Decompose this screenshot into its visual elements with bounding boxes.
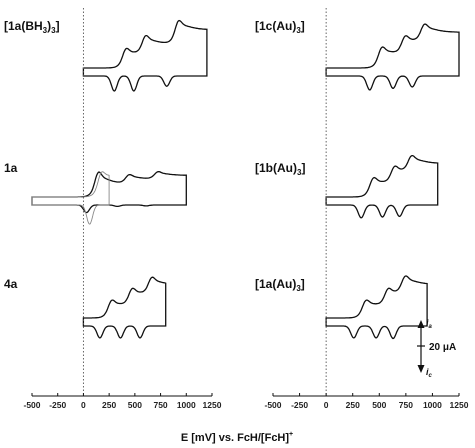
- panel-label-part: 1a: [4, 161, 18, 175]
- scale-bar-down-arrow: [417, 365, 425, 373]
- panel-label-part: 3: [297, 168, 302, 177]
- x-tick-label: 250: [346, 400, 360, 410]
- x-tick-label: 1250: [450, 400, 469, 410]
- panel-label-part: [1c(Au): [255, 19, 296, 33]
- panel-label-part: 3: [296, 284, 301, 293]
- scale-bar-up-arrow: [417, 320, 425, 328]
- x-tick-label: -250: [291, 400, 308, 410]
- cv-curve-right-top-0: [325, 23, 460, 91]
- scale-bar-cathodic-label: ic: [426, 367, 433, 379]
- x-tick-label: 0: [324, 400, 329, 410]
- panel-label-part: ]: [301, 19, 305, 33]
- cv-curve-right-middle-0: [325, 154, 439, 219]
- x-tick-label: 1000: [423, 400, 442, 410]
- panel-label-right-middle: [1b(Au)3]: [255, 161, 305, 177]
- cv-panel-right-bottom: [1a(Au)3]: [255, 275, 428, 340]
- panel-label-left-top: [1a(BH3)3]: [4, 19, 60, 35]
- panel-label-right-top: [1c(Au)3]: [255, 19, 305, 35]
- panel-label-right-bottom: [1a(Au)3]: [255, 277, 305, 293]
- x-tick-label: -500: [23, 400, 40, 410]
- panel-label-part: 4a: [4, 277, 18, 291]
- x-tick-label: -500: [264, 400, 281, 410]
- x-axis-title: E [mV] vs. FcH/[FcH]+: [181, 431, 293, 444]
- x-tick-label: 750: [153, 400, 167, 410]
- panel-label-left-bottom: 4a: [4, 277, 18, 291]
- cv-curve-right-bottom-0: [325, 275, 428, 340]
- panel-label-part: 3: [51, 26, 56, 35]
- panel-label-left-middle: 1a: [4, 161, 18, 175]
- cv-panel-left-bottom: 4a: [4, 276, 167, 339]
- panel-label-part: [1b(Au): [255, 161, 297, 175]
- x-tick-label: 500: [128, 400, 142, 410]
- x-axis-left: -500 -250 0 250 500 750 1000 1250: [23, 393, 222, 410]
- x-tick-label: 0: [81, 400, 86, 410]
- panel-label-part: [1a(BH: [4, 19, 43, 33]
- cv-panel-right-middle: [1b(Au)3]: [255, 154, 439, 219]
- x-tick-label: 1250: [203, 400, 222, 410]
- panels-layer: [1a(BH3)3]1a4a[1c(Au)3][1b(Au)3][1a(Au)3…: [4, 8, 460, 396]
- panel-label-part: [1a(Au): [255, 277, 296, 291]
- x-tick-label: -250: [49, 400, 66, 410]
- cv-panel-left-middle: 1a: [4, 161, 187, 225]
- cv-panel-left-top: [1a(BH3)3]: [4, 19, 208, 92]
- scale-bar: ia 20 μA ic: [417, 318, 456, 379]
- cv-curve-left-bottom-0: [82, 276, 167, 339]
- cv-curve-left-top-0: [82, 19, 208, 92]
- panel-label-part: 3: [296, 26, 301, 35]
- x-tick-label: 250: [102, 400, 116, 410]
- cv-panel-right-top: [1c(Au)3]: [255, 19, 460, 91]
- x-tick-label: 750: [399, 400, 413, 410]
- panel-label-part: ]: [301, 277, 305, 291]
- panel-label-part: ): [47, 19, 51, 33]
- x-tick-label: 1000: [177, 400, 196, 410]
- scale-bar-anodic-label: ia: [426, 318, 433, 330]
- x-axis-right: -500 -250 0 250 500 750 1000 1250: [264, 393, 469, 410]
- scale-bar-value: 20 μA: [429, 342, 456, 353]
- x-tick-label: 500: [372, 400, 386, 410]
- panel-label-part: ]: [301, 161, 305, 175]
- panel-label-part: ]: [56, 19, 60, 33]
- panel-label-part: 3: [43, 26, 48, 35]
- cv-curve-left-middle-1: [31, 171, 110, 225]
